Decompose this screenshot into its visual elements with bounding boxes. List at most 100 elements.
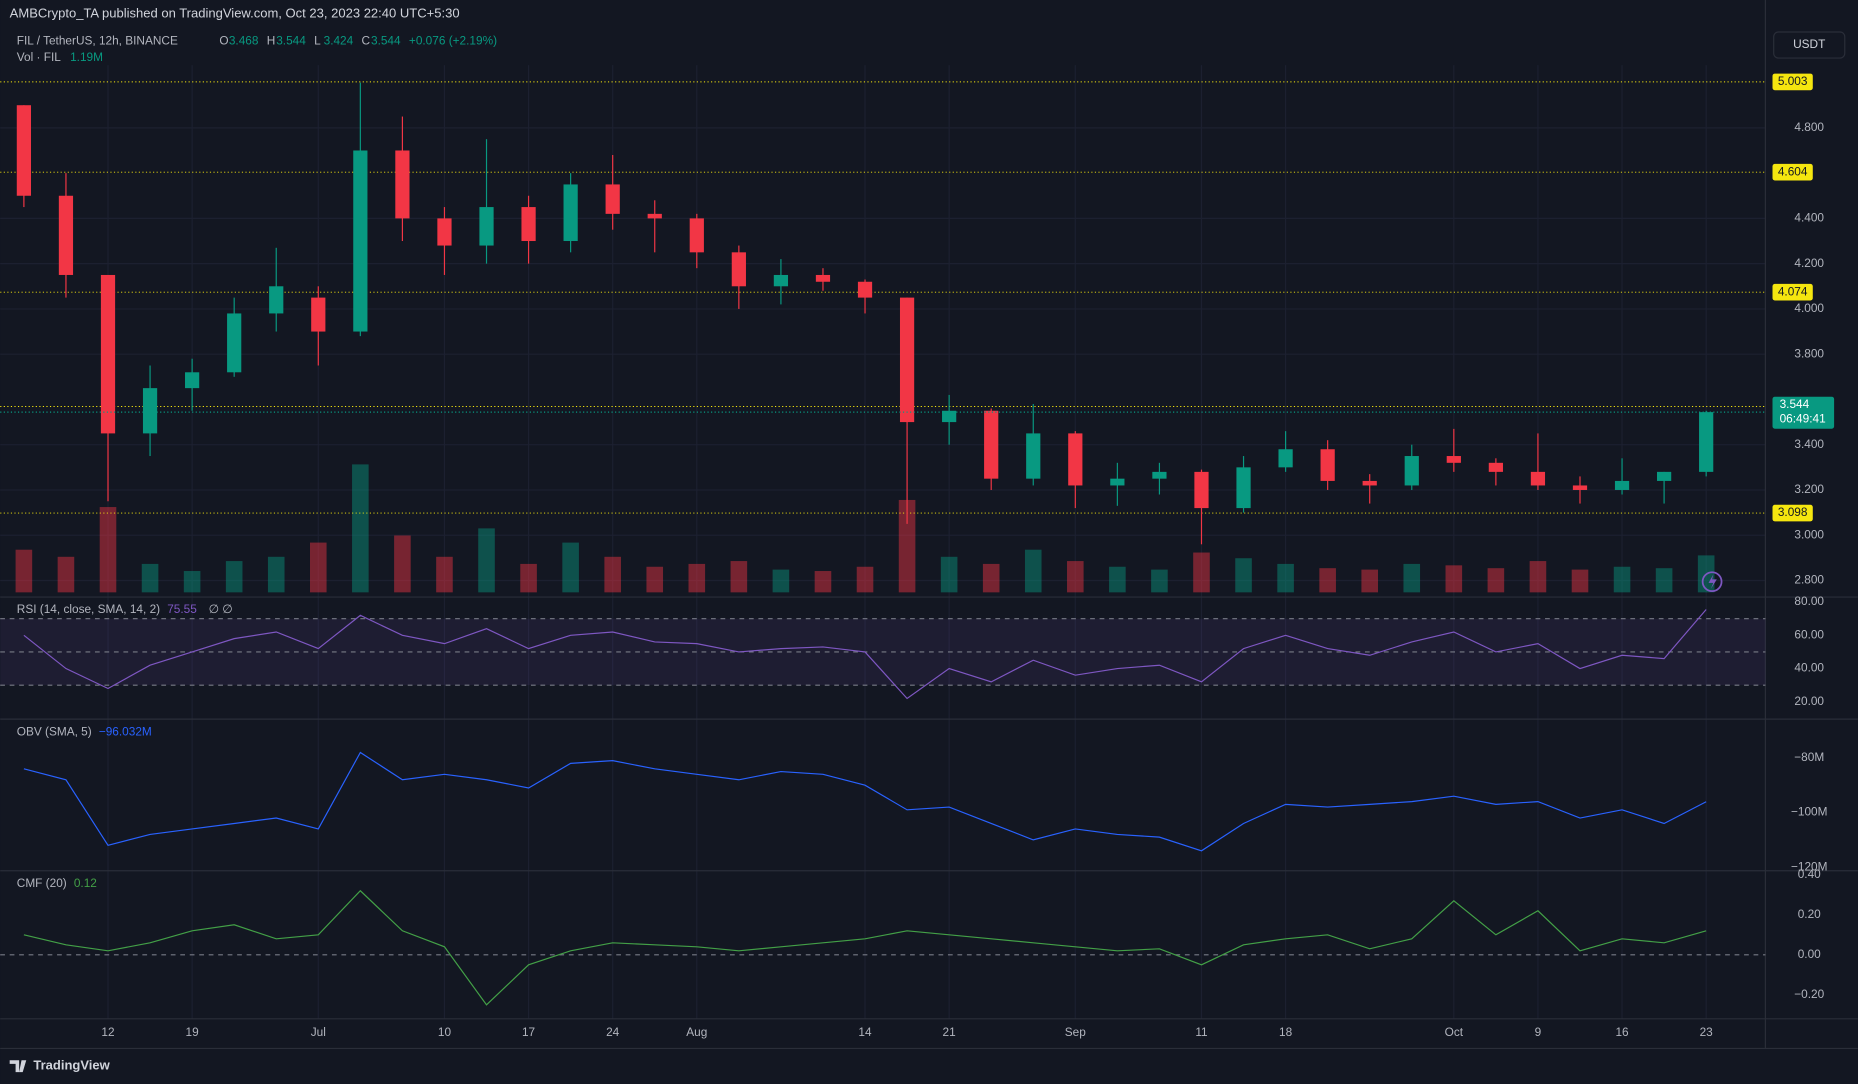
volume-bar bbox=[1151, 569, 1168, 593]
symbol: FIL / TetherUS, 12h, BINANCE bbox=[17, 34, 178, 48]
candle-body bbox=[1404, 456, 1419, 486]
y-tick-label: 0.20 bbox=[1798, 907, 1821, 921]
candle-body bbox=[479, 207, 494, 246]
candle-body bbox=[605, 184, 620, 214]
volume-bar bbox=[1487, 568, 1505, 593]
volume-bar bbox=[1235, 558, 1252, 593]
indicator-value: 0.12 bbox=[74, 876, 97, 890]
volume-bar bbox=[520, 563, 537, 593]
volume-bar bbox=[1571, 569, 1589, 593]
indicator-title: RSI (14, close, SMA, 14, 2) bbox=[17, 602, 160, 616]
candle-body bbox=[1152, 471, 1167, 479]
y-tick-label: 0.00 bbox=[1798, 947, 1821, 961]
candle-body bbox=[311, 297, 326, 332]
volume-bar bbox=[267, 556, 285, 593]
candle-body bbox=[100, 274, 116, 434]
candle-body bbox=[227, 313, 242, 373]
candle-body bbox=[1446, 456, 1461, 463]
ohlc-key: H bbox=[267, 34, 276, 48]
level-tag bbox=[1772, 73, 1813, 91]
candle-body bbox=[1278, 449, 1293, 468]
currency[interactable]: USDT bbox=[1793, 37, 1825, 51]
candle-body bbox=[437, 218, 452, 246]
ohlc-value: 3.424 bbox=[324, 34, 354, 48]
x-tick-label: 9 bbox=[1535, 1025, 1542, 1039]
volume-bar bbox=[1277, 563, 1294, 593]
x-tick-label: Aug bbox=[686, 1025, 707, 1039]
candle-body bbox=[1699, 412, 1714, 472]
candle-body bbox=[942, 410, 957, 423]
y-tick-label: 60.00 bbox=[1794, 627, 1824, 641]
y-tick-label: 4.200 bbox=[1794, 256, 1824, 270]
ohlc-value: 3.544 bbox=[371, 34, 401, 48]
volume-bar bbox=[352, 464, 369, 593]
candle-body bbox=[185, 372, 200, 389]
candle-body bbox=[16, 105, 31, 196]
level-tag bbox=[1772, 504, 1813, 522]
volume-bar bbox=[183, 571, 201, 593]
y-tick-label: 3.000 bbox=[1794, 527, 1824, 541]
volume-bar bbox=[856, 566, 874, 593]
candle-body bbox=[1110, 478, 1125, 486]
candle-body bbox=[1362, 480, 1377, 486]
ohlc-value: 3.544 bbox=[276, 34, 306, 48]
x-tick-label: 12 bbox=[101, 1025, 114, 1039]
y-tick-label: 4.000 bbox=[1794, 301, 1824, 315]
volume-bar bbox=[1613, 566, 1631, 593]
candle-body bbox=[984, 410, 999, 479]
y-tick-label: 40.00 bbox=[1794, 661, 1824, 675]
x-tick-label: 18 bbox=[1279, 1025, 1293, 1039]
volume-value: 1.19M bbox=[70, 50, 103, 64]
x-tick-label: 11 bbox=[1195, 1025, 1207, 1039]
candle-body bbox=[563, 184, 578, 242]
volume-bar bbox=[309, 542, 327, 593]
volume-bar bbox=[646, 566, 664, 593]
volume-bar bbox=[1193, 552, 1210, 593]
y-tick-label: 2.800 bbox=[1794, 573, 1824, 587]
footer-brand: TradingView bbox=[33, 1058, 110, 1073]
candle-body bbox=[353, 150, 368, 332]
level-label: 4.074 bbox=[1778, 284, 1808, 298]
y-tick-label: −120M bbox=[1791, 859, 1827, 873]
y-tick-label: 0.40 bbox=[1798, 867, 1821, 881]
candle-body bbox=[1236, 467, 1251, 509]
candle-body bbox=[899, 297, 915, 423]
lightning-glyph bbox=[1708, 574, 1717, 589]
volume-bar bbox=[1109, 566, 1126, 593]
x-tick-label: Jul bbox=[311, 1025, 326, 1039]
volume-bar bbox=[604, 556, 621, 593]
ohlc-key: C bbox=[362, 34, 371, 48]
candle-body bbox=[773, 274, 789, 287]
x-tick-label: 16 bbox=[1615, 1025, 1629, 1039]
indicator-line bbox=[23, 751, 1707, 852]
y-tick-label: 80.00 bbox=[1794, 594, 1824, 608]
candle-body bbox=[58, 195, 74, 275]
last-price-label: 3.544 bbox=[1780, 397, 1810, 411]
candle-body bbox=[1320, 449, 1335, 481]
candle-body bbox=[731, 252, 746, 287]
ohlc-value: 3.468 bbox=[229, 34, 259, 48]
volume-bar bbox=[688, 563, 706, 593]
ohlc: O 3.468 H 3.544 L 3.424 C 3.544 +0.076 (+2.19%) bbox=[219, 34, 497, 48]
x-tick-label: 21 bbox=[943, 1025, 956, 1039]
indicator-value: 75.55 bbox=[167, 602, 197, 616]
indicator-title: CMF (20) bbox=[17, 876, 67, 890]
volume-bar bbox=[1403, 563, 1421, 593]
x-tick-label: 23 bbox=[1700, 1025, 1714, 1039]
lightning-icon[interactable] bbox=[1701, 571, 1723, 593]
candle-body bbox=[269, 286, 284, 314]
x-tick-label: 19 bbox=[186, 1025, 200, 1039]
x-tick-label: Oct bbox=[1445, 1025, 1464, 1039]
level-tag bbox=[1772, 163, 1813, 181]
currency-button[interactable] bbox=[1773, 31, 1846, 59]
volume-bar bbox=[940, 556, 958, 593]
candle-body bbox=[1572, 485, 1588, 490]
volume-bar bbox=[772, 569, 790, 593]
candle-body bbox=[142, 388, 158, 434]
ohlc-key: L bbox=[314, 34, 321, 48]
ohlc-key: O bbox=[219, 34, 228, 48]
volume-bar bbox=[1655, 568, 1673, 593]
candle-body bbox=[1026, 433, 1041, 479]
volume-label: Vol · FIL bbox=[17, 50, 61, 64]
